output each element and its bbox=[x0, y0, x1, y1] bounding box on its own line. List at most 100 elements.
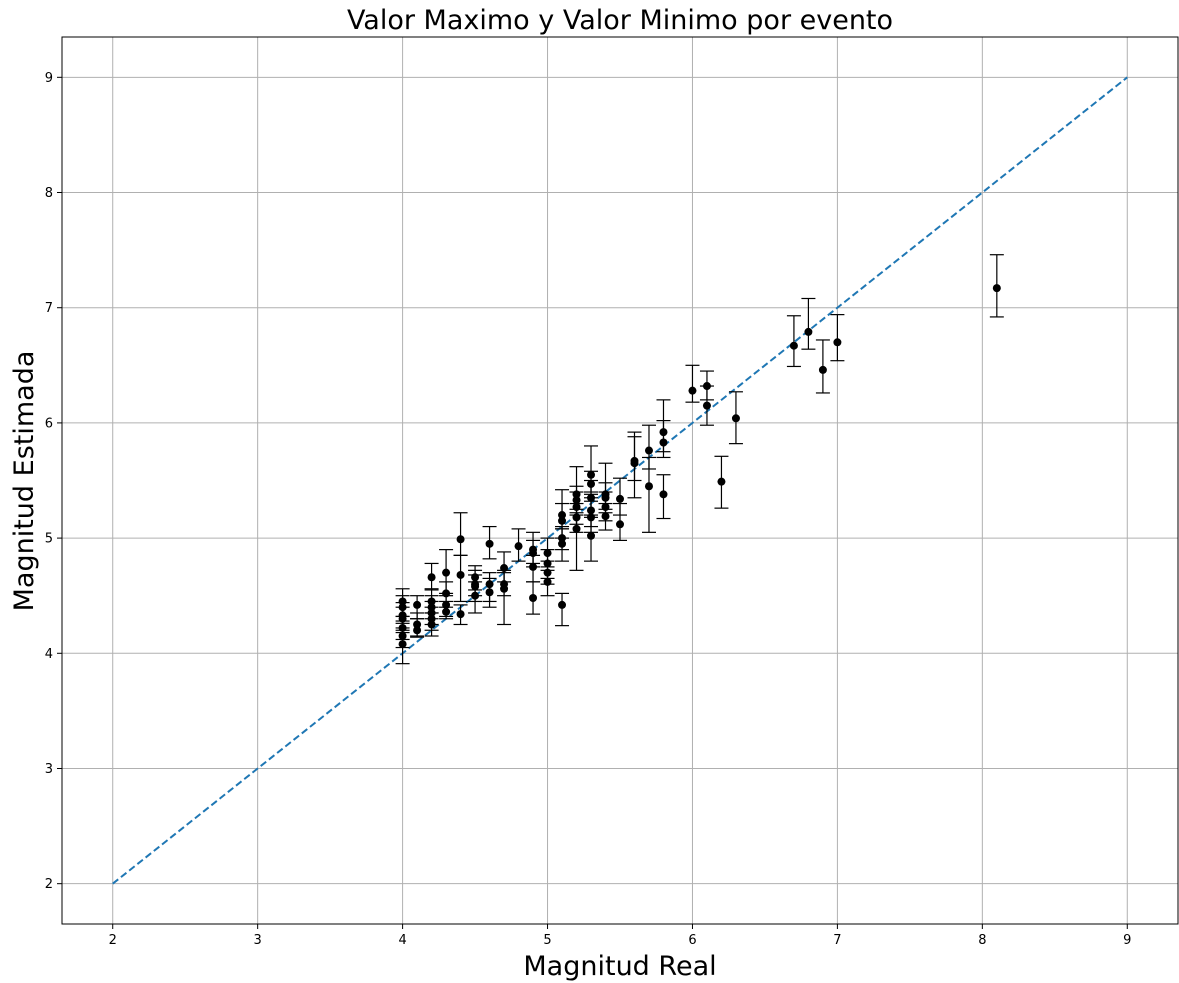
data-point bbox=[439, 549, 454, 597]
point-marker bbox=[529, 593, 538, 602]
y-tick-label: 4 bbox=[45, 647, 53, 662]
point-marker bbox=[818, 365, 827, 374]
chart-title: Valor Maximo y Valor Minimo por evento bbox=[347, 5, 893, 36]
x-tick-label: 7 bbox=[833, 933, 841, 948]
point-marker bbox=[659, 438, 668, 447]
data-point bbox=[424, 562, 439, 591]
point-marker bbox=[413, 600, 422, 609]
point-marker bbox=[659, 490, 668, 499]
point-marker bbox=[688, 386, 697, 395]
point-marker bbox=[702, 401, 711, 410]
x-axis-ticks: 2 3 4 5 6 7 8 9 bbox=[109, 924, 1131, 948]
point-marker bbox=[529, 562, 538, 571]
point-marker bbox=[500, 584, 509, 593]
x-tick-label: 3 bbox=[254, 933, 262, 948]
y-tick-label: 6 bbox=[45, 416, 53, 431]
data-points bbox=[395, 254, 1004, 665]
data-point bbox=[410, 618, 425, 638]
y-tick-label: 9 bbox=[45, 71, 53, 86]
plot-frame bbox=[61, 36, 1179, 925]
x-tick-label: 9 bbox=[1123, 933, 1131, 948]
y-tick-label: 3 bbox=[45, 762, 53, 777]
point-marker bbox=[731, 414, 740, 423]
x-tick-label: 4 bbox=[398, 933, 406, 948]
data-point bbox=[714, 455, 729, 509]
data-point bbox=[482, 525, 497, 560]
y-tick-label: 8 bbox=[45, 186, 53, 201]
point-marker bbox=[456, 535, 465, 544]
data-point bbox=[728, 391, 743, 445]
data-point bbox=[555, 592, 570, 627]
point-marker bbox=[992, 284, 1001, 293]
data-point bbox=[453, 604, 468, 626]
data-point bbox=[439, 600, 454, 620]
data-point bbox=[598, 502, 613, 531]
point-marker bbox=[442, 607, 451, 616]
reference-line bbox=[112, 76, 1128, 885]
y-axis-title: Magnitud Estimada bbox=[9, 351, 40, 612]
y-tick-label: 5 bbox=[45, 532, 53, 547]
point-marker bbox=[558, 539, 567, 548]
data-point bbox=[627, 436, 642, 499]
point-marker bbox=[833, 338, 842, 347]
data-point bbox=[468, 581, 483, 614]
data-point bbox=[699, 385, 714, 426]
point-marker bbox=[616, 520, 624, 529]
data-point bbox=[453, 554, 468, 603]
point-marker bbox=[717, 477, 726, 486]
point-marker bbox=[644, 446, 653, 455]
data-point bbox=[526, 554, 541, 583]
grid bbox=[62, 37, 1178, 924]
point-marker bbox=[398, 640, 407, 649]
point-marker bbox=[558, 600, 567, 609]
point-marker bbox=[442, 568, 451, 577]
data-point bbox=[453, 512, 468, 556]
point-marker bbox=[644, 482, 653, 491]
point-marker bbox=[789, 341, 798, 350]
data-point bbox=[555, 528, 570, 562]
point-marker bbox=[456, 610, 465, 619]
data-point bbox=[641, 456, 656, 533]
point-marker bbox=[601, 512, 610, 521]
data-point bbox=[511, 528, 526, 562]
data-point bbox=[656, 419, 671, 459]
x-tick-label: 8 bbox=[978, 933, 986, 948]
point-marker bbox=[427, 620, 436, 629]
point-marker bbox=[558, 516, 567, 525]
point-marker bbox=[485, 539, 494, 548]
data-point bbox=[526, 581, 541, 615]
data-point bbox=[830, 314, 845, 362]
y-tick-label: 2 bbox=[45, 877, 53, 892]
point-marker bbox=[485, 588, 494, 597]
data-point bbox=[569, 514, 584, 571]
data-point bbox=[989, 254, 1004, 318]
data-point bbox=[815, 339, 830, 394]
reference-line-layer bbox=[112, 76, 1128, 885]
point-marker bbox=[587, 531, 596, 540]
data-point bbox=[685, 364, 700, 403]
data-point bbox=[497, 569, 512, 626]
point-marker bbox=[427, 573, 436, 582]
point-marker bbox=[413, 626, 422, 635]
data-point bbox=[786, 315, 801, 368]
data-point bbox=[801, 297, 816, 350]
x-tick-label: 2 bbox=[109, 933, 117, 948]
point-marker bbox=[514, 542, 523, 551]
point-marker bbox=[456, 570, 465, 579]
data-point bbox=[540, 569, 555, 597]
point-marker bbox=[543, 577, 552, 586]
data-point bbox=[656, 474, 671, 520]
point-marker bbox=[471, 591, 480, 600]
x-axis-title: Magnitud Real bbox=[523, 951, 716, 982]
x-tick-label: 5 bbox=[543, 933, 551, 948]
data-point bbox=[424, 612, 439, 637]
x-tick-label: 6 bbox=[688, 933, 696, 948]
data-point bbox=[482, 577, 497, 608]
point-marker bbox=[630, 459, 639, 468]
point-marker bbox=[572, 524, 581, 533]
point-marker bbox=[616, 494, 624, 503]
data-point bbox=[395, 629, 410, 665]
point-marker bbox=[804, 327, 813, 336]
y-tick-label: 7 bbox=[45, 301, 53, 316]
